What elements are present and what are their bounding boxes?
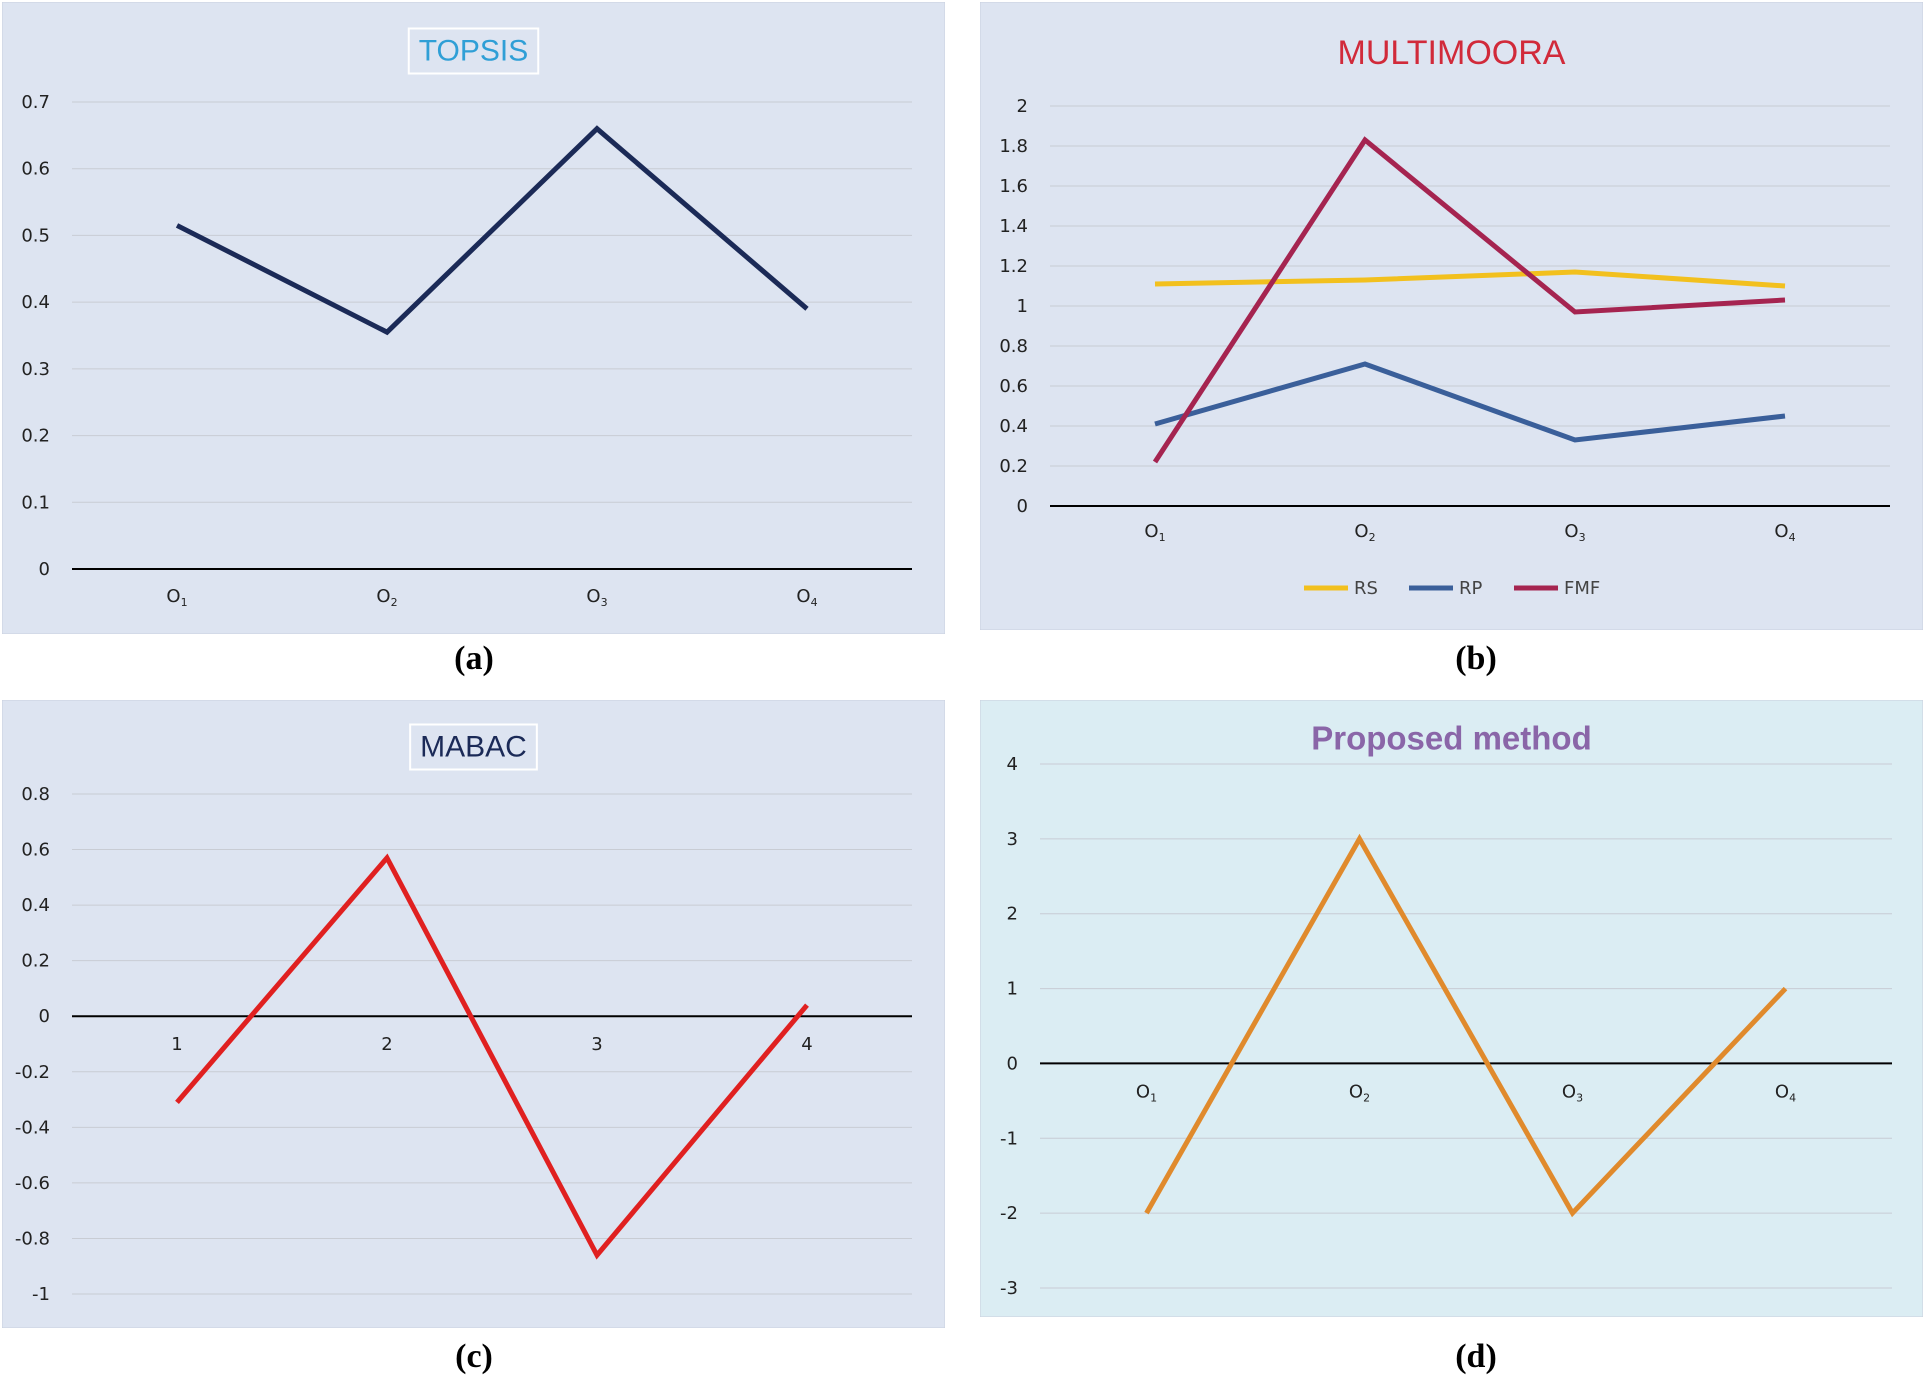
y-tick-label: 1 <box>1017 296 1028 317</box>
chart-background <box>980 2 1923 630</box>
y-tick-label: -0.8 <box>15 1228 50 1249</box>
y-tick-label: -1 <box>32 1284 50 1305</box>
x-tick-label: 2 <box>381 1034 392 1055</box>
x-tick-label: O2 <box>1354 521 1375 544</box>
y-tick-label: 0.5 <box>21 225 50 246</box>
series-line-rs <box>1154 269 1786 289</box>
y-tick-label: 0 <box>39 559 50 580</box>
y-tick-label: 2 <box>1007 904 1018 925</box>
chart-title: Proposed method <box>1311 720 1592 757</box>
y-tick-label: 0 <box>1007 1053 1018 1074</box>
y-tick-label: 0.1 <box>21 492 50 513</box>
y-tick-label: -0.4 <box>15 1117 50 1138</box>
chart-topsis-svg: 0 0.1 0.2 0.3 0.4 0.5 0.6 0.7 O1 O2 O3 O4 TOPSIS <box>2 2 945 634</box>
y-tick-label: 0.6 <box>21 840 50 861</box>
chart-background <box>2 700 945 1328</box>
x-tick-label: 1 <box>171 1034 182 1055</box>
chart-title: TOPSIS <box>419 35 528 68</box>
y-tick-label: 0.8 <box>21 784 50 805</box>
x-tick-label: O3 <box>1564 521 1585 544</box>
y-tick-label: 0.6 <box>999 376 1028 397</box>
y-tick-label: 1.2 <box>999 256 1028 277</box>
chart-multimoora: 0 0.2 0.4 0.6 0.8 1 1.2 1.4 1.6 1.8 2 O1 O2 O3 O4 MULTI… <box>980 2 1923 630</box>
y-tick-label: 2 <box>1017 96 1028 117</box>
chart-title-box <box>407 27 540 75</box>
y-tick-label: 0.3 <box>21 359 50 380</box>
y-tick-label: 0 <box>39 1006 50 1027</box>
y-tick-label: 0.4 <box>21 895 50 916</box>
caption-b: (b) <box>1455 640 1497 677</box>
caption-c: (c) <box>455 1338 493 1375</box>
caption-a: (a) <box>454 640 494 677</box>
series-line-mabac <box>175 853 809 1260</box>
x-tick-label: O4 <box>796 586 817 609</box>
chart-background <box>2 2 945 634</box>
chart-multimoora-svg: 0 0.2 0.4 0.6 0.8 1 1.2 1.4 1.6 1.8 2 O1 O2 O3 O4 MULTI… <box>980 2 1923 630</box>
series-line-fmf <box>1152 136 1786 464</box>
y-tick-label: 1 <box>1007 979 1018 1000</box>
chart-proposed-svg: -3 -2 -1 0 1 2 3 4 O1 O2 O3 O4 Proposed method <box>980 700 1923 1317</box>
chart-proposed: -3 -2 -1 0 1 2 3 4 O1 O2 O3 O4 Proposed method <box>980 700 1923 1317</box>
chart-title: MULTIMOORA <box>1338 34 1566 72</box>
y-tick-label: -1 <box>1000 1128 1018 1149</box>
chart-background <box>980 700 1923 1317</box>
y-tick-label: 1.4 <box>999 216 1028 237</box>
y-tick-label: 0.2 <box>21 426 50 447</box>
x-tick-label: 3 <box>591 1034 602 1055</box>
y-tick-label: -0.6 <box>15 1173 50 1194</box>
caption-d: (d) <box>1455 1338 1497 1375</box>
y-tick-label: 0.4 <box>999 416 1028 437</box>
legend-label: RP <box>1459 578 1483 599</box>
y-tick-label: -2 <box>1000 1203 1018 1224</box>
y-tick-label: 4 <box>1007 754 1018 775</box>
legend-label: FMF <box>1564 578 1600 599</box>
x-tick-label: O3 <box>586 586 607 609</box>
x-tick-label: 4 <box>801 1034 812 1055</box>
y-tick-label: 0.4 <box>21 292 50 313</box>
chart-mabac: -1 -0.8 -0.6 -0.4 -0.2 0 0.2 0.4 0.6 0.8 1 2 3 4 MABAC <box>2 700 945 1328</box>
x-tick-label: O2 <box>376 586 397 609</box>
x-tick-label: O4 <box>1774 521 1795 544</box>
y-tick-label: 3 <box>1007 829 1018 850</box>
x-tick-label: O1 <box>1136 1081 1157 1104</box>
x-tick-label: O1 <box>1144 521 1165 544</box>
y-tick-label: -3 <box>1000 1278 1018 1299</box>
legend-label: RS <box>1354 578 1378 599</box>
x-tick-label: O2 <box>1349 1081 1370 1104</box>
y-tick-label: 0 <box>1017 496 1028 517</box>
chart-mabac-svg: -1 -0.8 -0.6 -0.4 -0.2 0 0.2 0.4 0.6 0.8 1 2 3 4 MABAC <box>2 700 945 1328</box>
x-tick-label: O1 <box>166 586 187 609</box>
x-tick-label: O3 <box>1562 1081 1583 1104</box>
y-tick-label: 0.8 <box>999 336 1028 357</box>
series-line-rp <box>1154 361 1786 443</box>
chart-title-box <box>409 723 538 771</box>
y-tick-label: 1.6 <box>999 176 1028 197</box>
y-tick-label: 0.2 <box>999 456 1028 477</box>
y-tick-label: 0.6 <box>21 159 50 180</box>
y-tick-label: 0.7 <box>21 92 50 113</box>
x-tick-label: O4 <box>1775 1081 1796 1104</box>
series-line-proposed-method <box>1144 833 1788 1218</box>
chart-title: MABAC <box>420 731 527 764</box>
y-tick-label: 1.8 <box>999 136 1028 157</box>
y-tick-label: 0.2 <box>21 951 50 972</box>
series-line-topsis <box>175 125 809 336</box>
y-tick-label: -0.2 <box>15 1062 50 1083</box>
chart-topsis: 0 0.1 0.2 0.3 0.4 0.5 0.6 0.7 O1 O2 O3 O4 TOPSIS <box>2 2 945 634</box>
